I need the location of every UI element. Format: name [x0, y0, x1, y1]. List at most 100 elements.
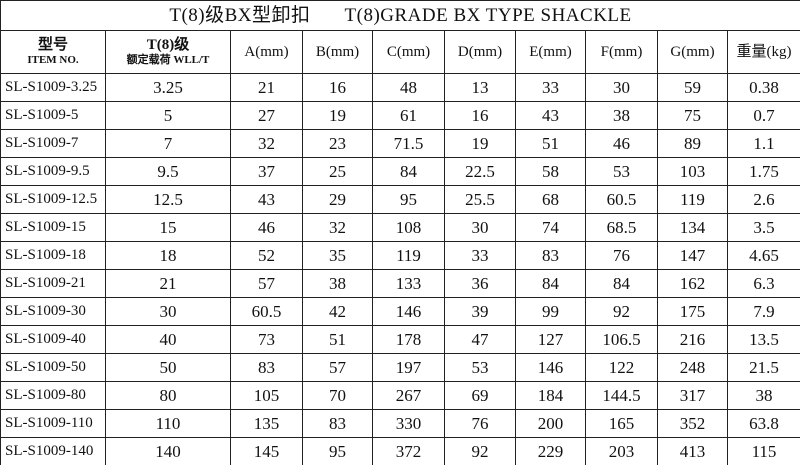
table-row: SL-S1009-110 110 135 83 330 76 200 165 352 63.8 — [0, 409, 800, 438]
table-cell: 12.5 — [105, 185, 231, 214]
table-cell: 32 — [230, 129, 303, 158]
table-cell: 110 — [105, 409, 231, 438]
table-cell: 76 — [585, 241, 658, 270]
table-cell: 60.5 — [230, 297, 303, 326]
table-cell: 0.7 — [727, 101, 800, 130]
table-cell: 9.5 — [105, 157, 231, 186]
table-cell: 229 — [515, 437, 586, 465]
header-cell: B(mm) — [302, 30, 373, 74]
item-code: SL-S1009-18 — [0, 241, 106, 270]
table-cell: 2.6 — [727, 185, 800, 214]
table-cell: 135 — [230, 409, 303, 438]
table-cell: 25 — [302, 157, 373, 186]
item-code: SL-S1009-50 — [0, 353, 106, 382]
table-cell: 330 — [372, 409, 445, 438]
table-cell: 95 — [372, 185, 445, 214]
table-cell: 57 — [230, 269, 303, 298]
table-row: SL-S1009-18 18 52 35 119 33 83 76 147 4.65 — [0, 241, 800, 270]
table-cell: 30 — [105, 297, 231, 326]
table-row: SL-S1009-21 21 57 38 133 36 84 84 162 6.3 — [0, 269, 800, 298]
table-cell: 140 — [105, 437, 231, 465]
item-code: SL-S1009-15 — [0, 213, 106, 242]
header-cell: C(mm) — [372, 30, 445, 74]
table-cell: 144.5 — [585, 381, 658, 410]
table-cell: 4.65 — [727, 241, 800, 270]
item-code: SL-S1009-140 — [0, 437, 106, 465]
header-row: 型号 ITEM NO. T(8)级 额定载荷 WLL/T A(mm) B(mm) C(m… — [0, 30, 800, 74]
table-cell: 53 — [444, 353, 516, 382]
table-cell: 68 — [515, 185, 586, 214]
table-cell: 48 — [372, 73, 445, 102]
table-row: SL-S1009-40 40 73 51 178 47 127 106.5 216 13.5 — [0, 325, 800, 354]
table-cell: 21.5 — [727, 353, 800, 382]
table-cell: 95 — [302, 437, 373, 465]
table-cell: 83 — [515, 241, 586, 270]
table-cell: 134 — [657, 213, 728, 242]
header-cell: G(mm) — [657, 30, 728, 74]
table-cell: 84 — [585, 269, 658, 298]
item-code: SL-S1009-30 — [0, 297, 106, 326]
table-cell: 75 — [657, 101, 728, 130]
table-cell: 267 — [372, 381, 445, 410]
table-cell: 6.3 — [727, 269, 800, 298]
table-cell: 127 — [515, 325, 586, 354]
table-row: SL-S1009-140 140 145 95 372 92 229 203 413 115 — [0, 437, 800, 465]
table-cell: 83 — [302, 409, 373, 438]
table-cell: 197 — [372, 353, 445, 382]
item-code: SL-S1009-40 — [0, 325, 106, 354]
table-cell: 36 — [444, 269, 516, 298]
table-cell: 32 — [302, 213, 373, 242]
header-text: 型号 — [37, 37, 68, 53]
table-cell: 106.5 — [585, 325, 658, 354]
table-cell: 19 — [444, 129, 516, 158]
table-cell: 40 — [105, 325, 231, 354]
header-subtext: ITEM NO. — [27, 54, 79, 66]
table-cell: 46 — [230, 213, 303, 242]
table-row: SL-S1009-15 15 46 32 108 30 74 68.5 134 3.5 — [0, 213, 800, 242]
table-cell: 69 — [444, 381, 516, 410]
item-code: SL-S1009-12.5 — [0, 185, 106, 214]
table-cell: 7.9 — [727, 297, 800, 326]
table-cell: 105 — [230, 381, 303, 410]
table-cell: 83 — [230, 353, 303, 382]
table-cell: 33 — [444, 241, 516, 270]
table-cell: 27 — [230, 101, 303, 130]
table-cell: 1.75 — [727, 157, 800, 186]
table-cell: 29 — [302, 185, 373, 214]
table-cell: 0.38 — [727, 73, 800, 102]
table-cell: 92 — [444, 437, 516, 465]
title-cell: T(8)级BX型卸扣 T(8)GRADE BX TYPE SHACKLE — [0, 0, 800, 31]
table-cell: 413 — [657, 437, 728, 465]
table-cell: 13.5 — [727, 325, 800, 354]
table-row: SL-S1009-50 50 83 57 197 53 146 122 248 21.5 — [0, 353, 800, 382]
table-row: SL-S1009-9.5 9.5 37 25 84 22.5 58 53 103 1.75 — [0, 157, 800, 186]
table-cell: 80 — [105, 381, 231, 410]
table-cell: 84 — [372, 157, 445, 186]
header-cell: F(mm) — [585, 30, 658, 74]
title-en: T(8)GRADE BX TYPE SHACKLE — [344, 5, 632, 26]
table-cell: 51 — [302, 325, 373, 354]
table-cell: 21 — [230, 73, 303, 102]
table-row: SL-S1009-12.5 12.5 43 29 95 25.5 68 60.5 119 2.6 — [0, 185, 800, 214]
table-cell: 30 — [444, 213, 516, 242]
header-cell: 型号 ITEM NO. — [0, 30, 106, 74]
table-cell: 70 — [302, 381, 373, 410]
item-code: SL-S1009-5 — [0, 101, 106, 130]
table-row: SL-S1009-7 7 32 23 71.5 19 51 46 89 1.1 — [0, 129, 800, 158]
table-cell: 5 — [105, 101, 231, 130]
table-cell: 7 — [105, 129, 231, 158]
table-cell: 38 — [585, 101, 658, 130]
header-cell: E(mm) — [515, 30, 586, 74]
table-cell: 317 — [657, 381, 728, 410]
table-cell: 119 — [372, 241, 445, 270]
table-cell: 74 — [515, 213, 586, 242]
table-cell: 352 — [657, 409, 728, 438]
table-cell: 162 — [657, 269, 728, 298]
table-cell: 42 — [302, 297, 373, 326]
table-cell: 25.5 — [444, 185, 516, 214]
table-cell: 43 — [230, 185, 303, 214]
header-text: T(8)级 — [146, 37, 190, 53]
table-cell: 53 — [585, 157, 658, 186]
